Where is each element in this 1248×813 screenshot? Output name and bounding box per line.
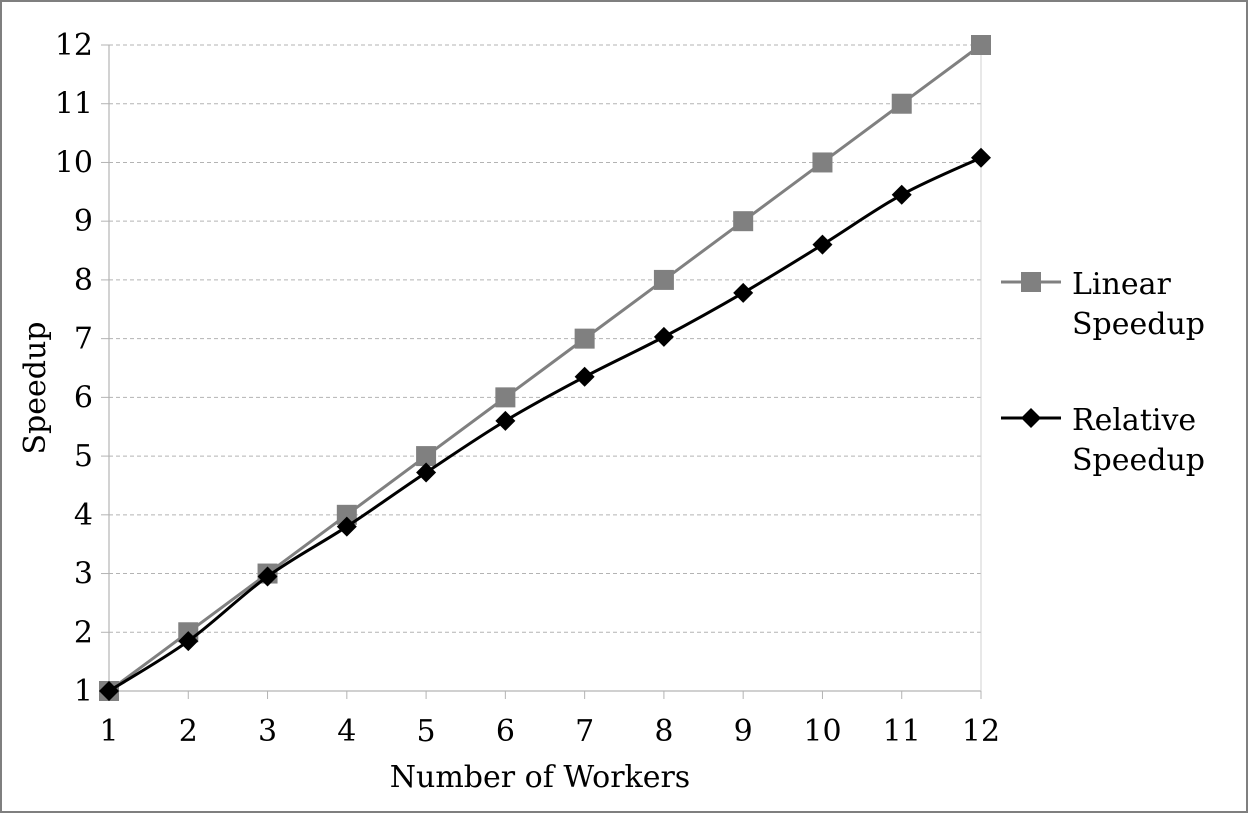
data-point-relative-speedup	[416, 462, 437, 483]
y-tick-label: 11	[55, 87, 93, 122]
legend-marker-linear-speedup	[1021, 272, 1041, 292]
x-tick-label: 12	[962, 714, 1000, 749]
legend-label-linear-speedup: Linear	[1072, 267, 1171, 302]
x-tick-label: 8	[654, 714, 673, 749]
x-axis-title: Number of Workers	[390, 760, 690, 795]
x-tick-label: 3	[258, 714, 277, 749]
data-point-relative-speedup	[574, 366, 595, 387]
legend: Linear Speedup Relative Speedup	[1001, 267, 1205, 478]
grid-lines	[109, 44, 981, 633]
y-axis-title: Speedup	[18, 322, 53, 455]
x-tick-label: 7	[575, 714, 594, 749]
legend-marker-relative-speedup	[1021, 408, 1041, 428]
series-line-relative-speedup	[108, 156, 982, 693]
y-tick-label: 8	[74, 263, 93, 298]
data-point-linear-speedup	[891, 93, 912, 114]
y-tick-label: 7	[74, 322, 93, 357]
data-point-relative-speedup	[99, 681, 119, 701]
data-point-linear-speedup	[336, 504, 357, 525]
y-tick-label: 1	[74, 674, 93, 709]
y-tick-label: 3	[74, 557, 93, 592]
data-point-linear-speedup	[653, 269, 674, 290]
data-point-relative-speedup	[891, 184, 912, 205]
series-relative-speedup	[99, 147, 991, 701]
x-tick-label: 1	[99, 714, 118, 749]
y-tick-label: 2	[74, 615, 93, 650]
data-point-relative-speedup	[178, 631, 199, 652]
legend-entry-linear-speedup: Linear Speedup	[1001, 267, 1205, 342]
legend-entry-relative-speedup: Relative Speedup	[1001, 403, 1205, 478]
data-point-linear-speedup	[416, 446, 437, 467]
x-axis-ticks: 1 2 3 4 5 6 7 8 9 10 11 12	[99, 691, 1000, 749]
x-tick-label: 6	[496, 714, 515, 749]
data-point-linear-speedup	[574, 328, 595, 349]
data-point-relative-speedup	[495, 410, 516, 431]
legend-label-linear-speedup: Speedup	[1072, 307, 1205, 342]
data-point-relative-speedup	[733, 282, 754, 303]
data-point-linear-speedup	[812, 152, 833, 173]
series-linear-speedup	[99, 35, 991, 701]
x-tick-label: 11	[883, 714, 921, 749]
x-tick-label: 5	[417, 714, 436, 749]
data-point-relative-speedup	[257, 566, 278, 587]
x-tick-label: 2	[179, 714, 198, 749]
data-point-relative-speedup	[653, 326, 674, 347]
legend-label-relative-speedup: Speedup	[1072, 443, 1205, 478]
data-point-relative-speedup	[971, 147, 991, 168]
x-tick-label: 10	[803, 714, 841, 749]
data-point-linear-speedup	[495, 387, 516, 408]
y-tick-label: 6	[74, 380, 93, 415]
series-line-linear-speedup	[108, 43, 982, 693]
data-point-relative-speedup	[336, 516, 357, 537]
x-tick-label: 9	[734, 714, 753, 749]
legend-label-relative-speedup: Relative	[1072, 403, 1196, 438]
data-point-linear-speedup	[733, 211, 754, 232]
data-point-relative-speedup	[812, 234, 833, 255]
y-tick-label: 12	[55, 28, 93, 63]
y-tick-label: 4	[74, 498, 93, 533]
series-group	[99, 35, 991, 701]
y-tick-label: 5	[74, 439, 93, 474]
y-tick-label: 9	[74, 204, 93, 239]
y-tick-label: 10	[55, 145, 93, 180]
data-point-linear-speedup	[971, 35, 991, 55]
x-tick-label: 4	[337, 714, 356, 749]
